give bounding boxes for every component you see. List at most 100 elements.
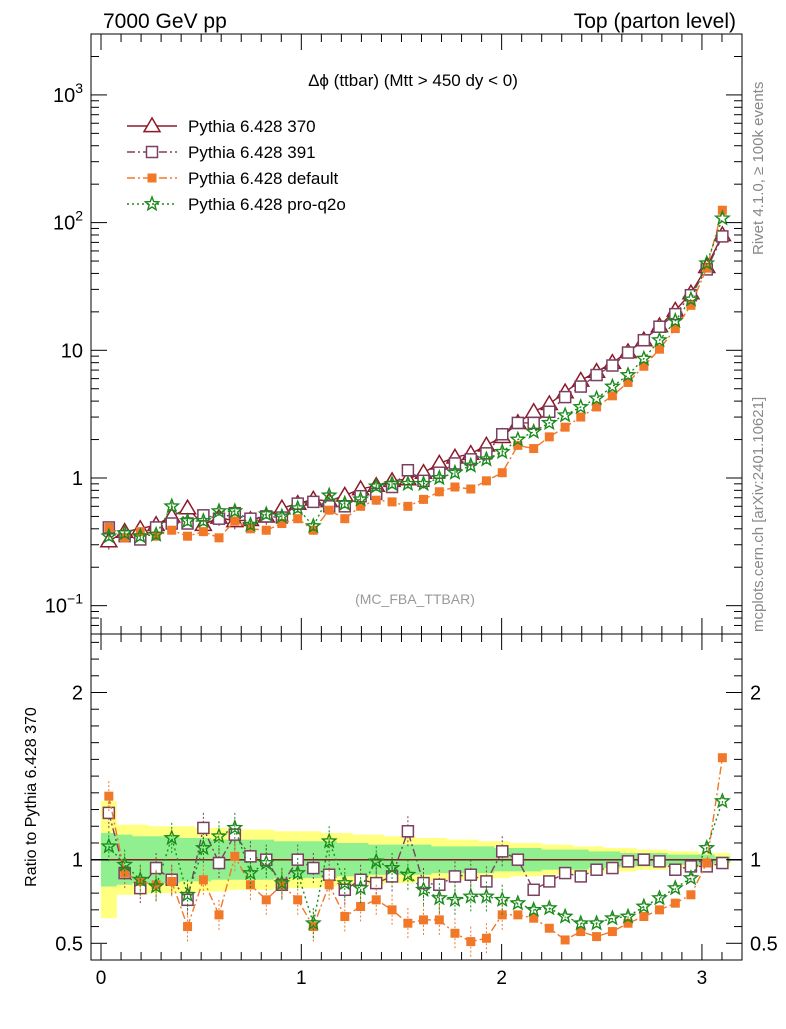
series-3-main-point [702,263,712,273]
series-2-ratio-point [369,876,383,890]
series-3-main-point [183,531,193,541]
series-4-main-point [462,456,480,473]
series-3-main-point [277,519,287,529]
series-3-main-point [434,487,444,497]
series-2-ratio-point [511,853,525,866]
series-3-ratio-point [214,910,224,920]
series-2-main-point [653,320,666,333]
series-4-main-point [336,494,354,511]
series-4-main-point [698,254,716,271]
series-2-ratio-point [244,850,257,863]
series-2-ratio-point [448,870,462,883]
series-3-ratio-point [324,880,334,890]
series-4-ratio-point [619,907,637,924]
series-4-main-point [226,502,244,519]
series-4-main-point [163,497,181,514]
header-right: Top (parton level) [574,10,736,33]
series-1-main-point [178,498,197,515]
legend-marker-3 [147,173,157,183]
series-4-main-point [430,469,448,486]
series-4-ratio-point [194,839,212,856]
series-3-main-point [670,324,680,334]
series-4-main-point [210,502,228,519]
x-tick-label: 1 [296,968,307,989]
series-2-ratio-point [212,856,226,870]
side-text-mcplots: mcplots.cern.ch [arXiv:2401.10621] [750,397,767,632]
series-3-ratio-point [230,851,240,861]
legend-label-1: Pythia 6.428 370 [188,117,316,136]
series-4-ratio-point [462,887,480,904]
series-3-main-point [639,361,649,371]
series-4-main-point [304,517,322,534]
series-4-main-point [493,442,511,460]
series-3-ratio-point [245,880,255,890]
series-2-ratio-point [653,855,666,868]
series-4-ratio-point [603,909,621,926]
series-4-ratio-point [116,855,134,872]
series-2-main-point [495,428,509,441]
ratio-y-tick-label: 2 [72,683,83,705]
series-3-main-point [529,444,539,454]
series-3-ratio-point [717,753,727,763]
series-3-ratio-point [387,905,397,915]
series-2-ratio-point [716,856,729,870]
series-3-main-point [387,497,397,507]
series-3-ratio-point [639,912,649,922]
main-y-tick-label: 10−1 [45,591,83,618]
series-3-ratio-point [702,858,712,868]
series-3-main-point [293,514,303,524]
series-4-ratio-point [226,818,244,836]
series-3-main-point [135,527,145,537]
series-4-main-point [588,389,606,406]
series-4-ratio-point [509,894,527,911]
series-4-ratio-point [540,899,558,916]
series-3-main-point [403,501,413,511]
series-4-ratio-point [556,907,574,924]
series-4-main-point [383,474,401,492]
series-2-ratio-point [307,861,320,875]
legend-marker-1 [142,116,162,133]
series-2-main-point [716,230,729,243]
series-3-ratio-point [513,910,523,920]
series-4-ratio-point [210,827,228,844]
series-2-ratio-point [637,853,651,866]
main-y-tick-label: 102 [53,208,83,235]
series-4-main-point [556,406,574,423]
x-tick-label: 0 [96,968,107,989]
main-y-tick-label: 103 [53,80,83,107]
series-4-ratio-point [100,837,118,854]
series-4-ratio-point [650,889,668,906]
series-3-main-point [371,495,381,505]
series-3-main-point [607,391,617,401]
series-3-main-point [230,516,240,526]
series-4-ratio-point [713,792,731,809]
series-4-ratio-point [179,885,197,903]
series-3-main-point [261,525,271,535]
series-2-main-point [307,495,320,509]
series-3-main-point [576,412,586,422]
series-4-main-point [572,398,590,415]
series-4-ratio-point [415,880,433,898]
series-4-main-point [352,490,370,507]
legend-label-3: Pythia 6.428 default [188,169,339,188]
series-3-ratio-point [544,923,554,933]
series-2-main-point [590,368,603,382]
series-2-main-point [401,463,415,477]
ratio-series-layer [100,753,731,957]
series-4-ratio-point [163,829,181,846]
series-3-ratio-point [466,937,476,947]
side-text-rivet: Rivet 4.1.0, ≥ 100k events [750,82,767,255]
series-4-main-point [603,377,621,394]
series-3-ratio-point [293,895,303,905]
series-4-ratio-point [525,900,543,918]
series-4-main-point [650,331,668,348]
x-tick-label: 2 [496,968,507,989]
series-3-main-point [592,402,602,412]
main-y-tick-label: 1 [72,468,83,490]
series-2-ratio-point [621,855,635,868]
series-3-main-line [108,210,724,539]
series-4-main-point [289,499,307,516]
series-1-main-point [335,485,355,502]
series-3-ratio-point [403,918,413,928]
series-2-main-point [684,288,698,302]
